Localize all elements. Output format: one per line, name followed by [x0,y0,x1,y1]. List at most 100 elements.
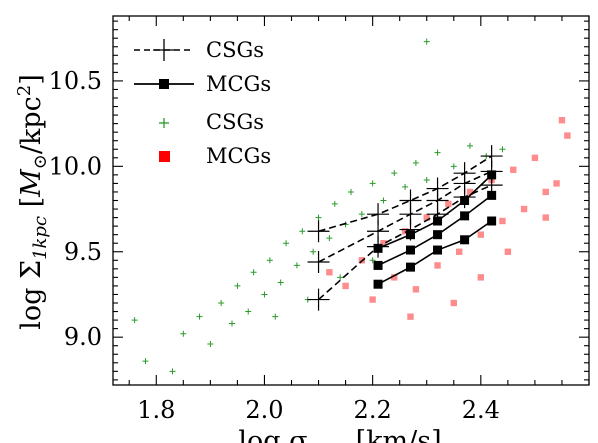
scatter-point [358,211,365,218]
scatter-point [369,257,376,264]
legend-label-csgs-points: CSGs [206,110,264,134]
scatter-point [142,358,149,365]
x-tick-label: 2.2 [354,396,392,424]
scatter-point [391,274,398,281]
line-series-mcgs [373,170,497,289]
x-tick-label: 2.4 [462,396,500,424]
scatter-point [467,142,473,149]
scatter-point [369,180,376,187]
line-marker [460,196,470,205]
scatter-point [466,188,474,196]
scatter-point [299,228,306,235]
y-axis-label: log Σ1kpc [M⊙/kpc2] [14,74,51,330]
tick-layer: 1.8 2.0 2.2 2.4 9.0 9.5 10.0 10.5 [49,16,590,424]
scatter-point [310,248,317,255]
scatter-point [250,269,257,276]
line-layer [307,145,503,311]
x-tick-label: 2.0 [245,396,283,424]
scatter-point [553,180,560,187]
scatter-point [180,330,187,337]
scatter-point [412,159,419,166]
scatter-point [499,217,506,225]
line-marker [433,230,443,240]
line-marker [406,230,415,240]
scatter-point [564,132,571,139]
line-marker [307,220,330,243]
scatter-point [423,214,430,221]
scatter-point [423,177,430,183]
legend-label-mcgs-points: MCGs [206,144,271,168]
scatter-point [520,205,528,213]
line-marker [373,279,383,289]
line-marker [433,245,443,255]
scatter-point [401,228,409,235]
legend: CSGs MCGs CSGs MCGs [134,38,271,168]
scatter-point [326,235,333,242]
scatter-point [261,291,268,298]
y-tick-label: 9.0 [64,323,102,351]
scatter-point [542,214,549,221]
series-line-csgs-0 [318,155,493,233]
scatter-point [277,279,284,286]
scatter-point [380,240,387,247]
scatter-point [455,248,463,255]
y-tick-label: 9.5 [64,238,102,266]
legend-item-mcgs-points: MCGs [159,144,271,168]
scatter-point [283,240,290,247]
line-marker [487,170,497,180]
scatter-point [207,341,214,347]
scatter-point [558,117,566,124]
scatter-point [434,149,441,156]
scatter-point [423,38,430,45]
legend-item-mcgs-line: MCGs [134,72,271,96]
scatter-point [504,248,512,255]
plot-area [112,15,590,386]
line-marker [373,260,383,270]
scatter-point [450,163,457,170]
line-marker [433,216,443,226]
scatter-point [477,231,485,238]
line-marker [460,235,470,245]
scatter-point [499,146,506,153]
series-line-csgs-1 [318,170,492,263]
scatter-point [434,262,441,269]
scatter-series-mcgs-1 [326,117,571,320]
scatter-point [542,188,549,196]
legend-item-csgs-points: CSGs [159,110,264,134]
line-marker [406,245,415,255]
y-tick-label: 10.5 [49,67,102,95]
scatter-point [315,214,322,221]
scatter-point [293,262,300,269]
y-tick-label: 10.0 [49,152,102,180]
scatter-point [337,274,344,281]
line-marker [487,216,497,226]
scatter-point [369,296,376,303]
line-marker [460,211,470,221]
line-marker [487,190,497,200]
scatter-point [348,188,354,195]
line-marker [373,243,383,253]
legend-item-csgs-line: CSGs [134,38,264,62]
scatter-point [402,183,409,190]
x-axis-label: log σcent [km/s] [238,426,441,443]
scatter-point [234,282,241,289]
x-tick-label: 1.8 [137,396,175,424]
scatter-point [229,320,235,327]
legend-label-mcgs-line: MCGs [206,72,271,96]
scatter-point [218,300,225,306]
scatter-point [245,308,252,315]
line-marker [307,288,330,311]
scatter-point [407,313,414,320]
legend-label-csgs-line: CSGs [206,38,264,62]
scatter-point [331,200,338,207]
scatter-point [510,166,517,173]
line-marker [307,251,330,273]
scatter-point [412,286,420,293]
scatter-point [196,313,203,320]
scatter-point [391,170,398,177]
series-line-csgs-2 [318,184,492,301]
scatter-point [531,154,539,161]
scatter-point [450,299,457,307]
scatter-point [445,200,452,208]
